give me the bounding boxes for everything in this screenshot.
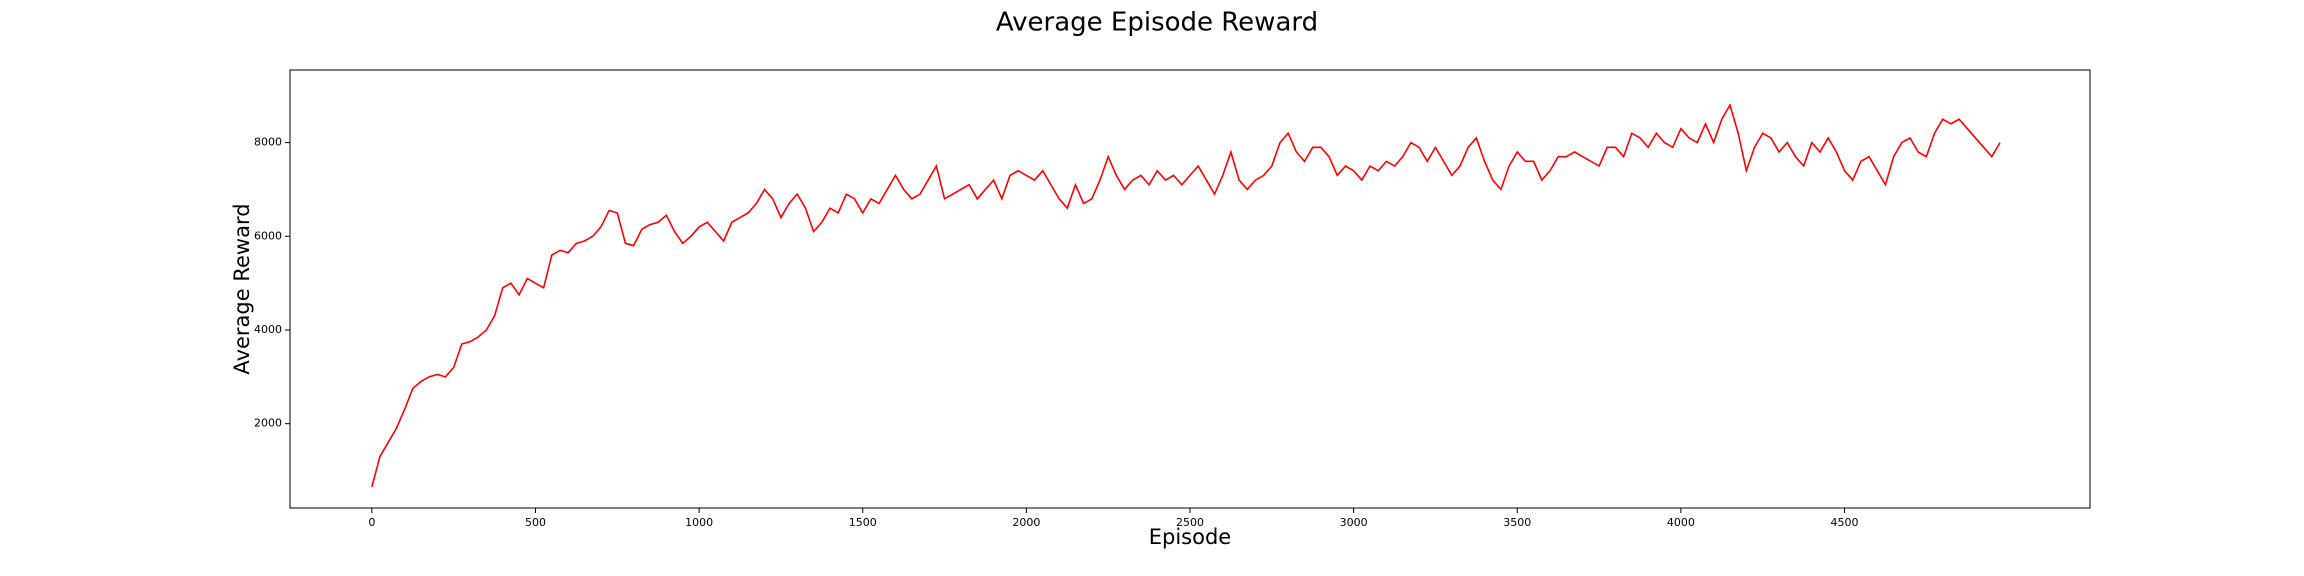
- data-line: [371, 103, 2001, 488]
- x-tick-label: 2000: [1012, 516, 1040, 529]
- x-tick-label: 4500: [1831, 516, 1859, 529]
- y-tick-label: 4000: [254, 323, 282, 336]
- x-tick-label: 1500: [849, 516, 877, 529]
- x-tick-label: 3000: [1340, 516, 1368, 529]
- x-tick-label: 3500: [1503, 516, 1531, 529]
- chart-title: Average Episode Reward: [996, 8, 1318, 38]
- x-axis-label: Episode: [1149, 525, 1231, 549]
- y-tick-label: 2000: [254, 417, 282, 430]
- x-tick-label: 4000: [1667, 516, 1695, 529]
- x-tick-label: 1000: [685, 516, 713, 529]
- y-tick-label: 8000: [254, 136, 282, 149]
- x-tick-label: 500: [525, 516, 546, 529]
- plot-frame: [289, 69, 2091, 509]
- y-tick-label: 6000: [254, 229, 282, 242]
- x-tick-label: 2500: [1176, 516, 1204, 529]
- x-tick-label: 0: [368, 516, 375, 529]
- y-axis-label: Average Reward: [230, 203, 254, 374]
